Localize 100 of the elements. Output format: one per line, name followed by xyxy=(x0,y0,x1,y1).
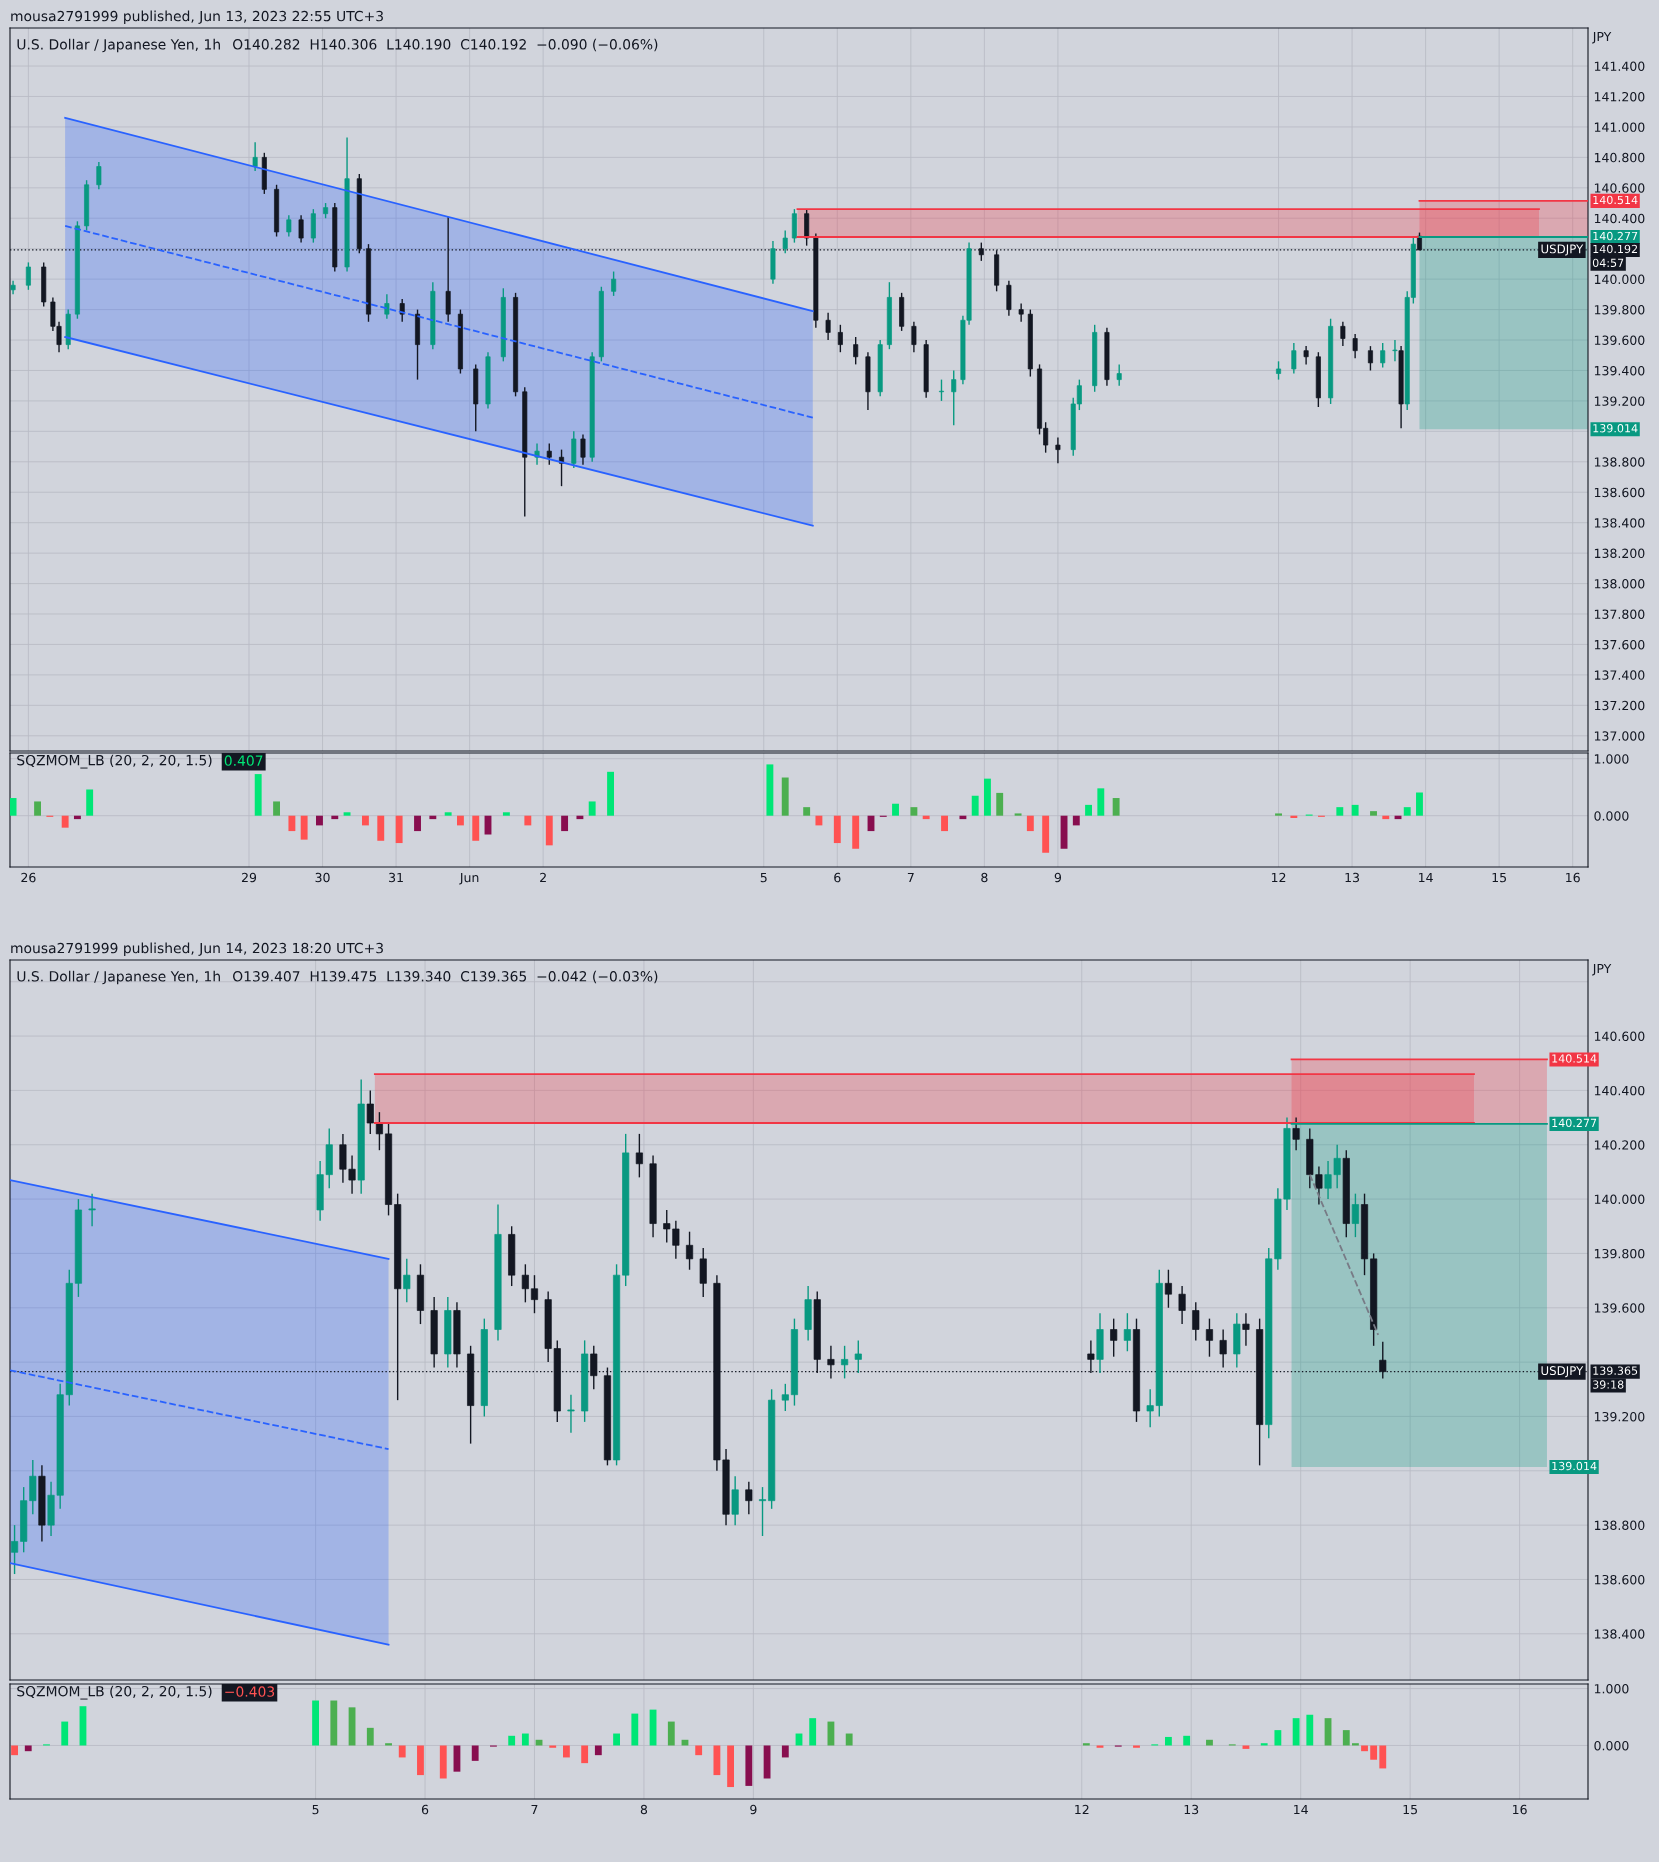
bar xyxy=(1085,804,1092,816)
x-tick-label: 7 xyxy=(531,1804,538,1815)
annotation: −0.403 xyxy=(225,1686,275,1697)
x-tick-label: 5 xyxy=(312,1804,319,1815)
y-tick-label: 139.800 xyxy=(1594,1248,1645,1259)
bar xyxy=(1275,813,1282,816)
candlestick xyxy=(1110,1317,1118,1358)
bar xyxy=(763,1745,771,1779)
bar xyxy=(34,801,42,816)
bar xyxy=(941,815,948,832)
candlestick xyxy=(837,324,843,353)
y-tick-label: 139.600 xyxy=(1594,335,1645,345)
text: JPY xyxy=(1592,963,1612,976)
bar xyxy=(1336,807,1344,816)
x-tick-label: 14 xyxy=(1419,872,1433,883)
annotation: 139.365 xyxy=(1593,1366,1638,1375)
bar xyxy=(613,1733,620,1746)
y-tick-label: 140.200 xyxy=(1594,1140,1645,1150)
x-tick-label: 15 xyxy=(1403,1804,1417,1815)
bar xyxy=(1165,1736,1172,1746)
bar xyxy=(521,1733,529,1746)
bar xyxy=(766,764,774,816)
bar xyxy=(288,815,296,832)
bar xyxy=(316,815,323,826)
candlestick xyxy=(841,1345,849,1380)
candlestick xyxy=(1219,1328,1227,1369)
annotation: 39:18 xyxy=(1593,1380,1624,1389)
candlestick xyxy=(1116,363,1122,387)
y-tick-label: 138.800 xyxy=(1594,1520,1645,1531)
candlestick xyxy=(521,1263,529,1304)
x-tick-label: 6 xyxy=(421,1804,429,1815)
x-tick-label: Jun xyxy=(459,872,479,885)
bar xyxy=(61,1721,69,1746)
candlestick xyxy=(825,311,831,341)
annotation: 0.407 xyxy=(224,755,263,766)
bar xyxy=(377,815,385,841)
candlestick xyxy=(1392,339,1398,363)
bar xyxy=(562,1745,570,1758)
bar xyxy=(1072,815,1080,826)
candlestick xyxy=(298,214,304,244)
candlestick xyxy=(782,229,788,254)
y-tick-label: 138.000 xyxy=(1594,579,1645,589)
x-tick-label: 26 xyxy=(21,872,36,883)
ref-line-label: USDJPY xyxy=(1541,244,1584,256)
y-tick-label: 140.600 xyxy=(1594,183,1645,193)
candlestick xyxy=(1178,1285,1186,1325)
bar xyxy=(453,1745,461,1772)
chart-title: SQZMOM_LB (20, 2, 20, 1.5) xyxy=(17,754,212,769)
candlestick xyxy=(96,161,102,191)
y-tick-label: 0.000 xyxy=(1594,811,1629,821)
bar xyxy=(1292,1718,1300,1746)
candlestick xyxy=(1292,1116,1300,1151)
bar xyxy=(1112,798,1120,816)
annotation: 139.014 xyxy=(1552,1461,1597,1471)
x-tick-label: 5 xyxy=(760,872,767,883)
text: mousa2791999 published, Jun 13, 2023 22:55 UTC+3 xyxy=(11,10,383,24)
x-tick-label: 7 xyxy=(907,872,914,883)
y-tick-label: 139.600 xyxy=(1594,1303,1645,1313)
y-tick-label: 140.400 xyxy=(1594,213,1645,224)
candlestick xyxy=(1242,1312,1250,1347)
y-tick-label: 139.200 xyxy=(1594,1411,1645,1422)
bar xyxy=(1379,1745,1387,1769)
x-tick-label: 9 xyxy=(750,1804,757,1815)
y-tick-label: 138.600 xyxy=(1594,1574,1645,1585)
candlestick xyxy=(1192,1301,1200,1342)
candlestick xyxy=(1340,321,1346,347)
bar xyxy=(892,803,899,816)
y-tick-label: 141.000 xyxy=(1594,122,1645,132)
bar xyxy=(1351,804,1359,816)
text: U.S. Dollar / Japanese Yen, 1h xyxy=(17,970,220,985)
candlestick xyxy=(1164,1269,1172,1309)
candlestick xyxy=(530,1274,539,1314)
bar xyxy=(1370,1745,1378,1760)
bar xyxy=(343,812,351,816)
candlestick xyxy=(546,442,552,466)
x-tick-label: 12 xyxy=(1271,872,1286,883)
annotation: 140.192 xyxy=(1593,244,1637,254)
y-tick-label: 141.200 xyxy=(1594,91,1645,102)
candlestick xyxy=(611,270,617,297)
y-tick-label: 139.200 xyxy=(1594,396,1645,406)
bar xyxy=(524,815,532,826)
y-tick-label: 139.400 xyxy=(1594,365,1645,376)
bar xyxy=(1206,1739,1213,1746)
bar xyxy=(631,1713,639,1746)
bar xyxy=(1306,1714,1314,1746)
chart-title: SQZMOM_LB (20, 2, 20, 1.5) xyxy=(17,1685,212,1700)
bar xyxy=(1096,1745,1104,1748)
y-tick-label: 140.000 xyxy=(1594,1194,1645,1205)
bar xyxy=(594,1745,602,1756)
bar xyxy=(1342,1730,1350,1746)
x-tick-label: 12 xyxy=(1075,1804,1089,1815)
candlestick xyxy=(1018,302,1024,323)
bar xyxy=(545,815,553,846)
bar xyxy=(695,1745,703,1756)
bar xyxy=(561,815,569,832)
bar xyxy=(667,1721,675,1746)
bar xyxy=(588,801,596,816)
bar xyxy=(456,815,464,826)
bar xyxy=(366,1727,374,1746)
candlestick xyxy=(1123,1312,1131,1352)
